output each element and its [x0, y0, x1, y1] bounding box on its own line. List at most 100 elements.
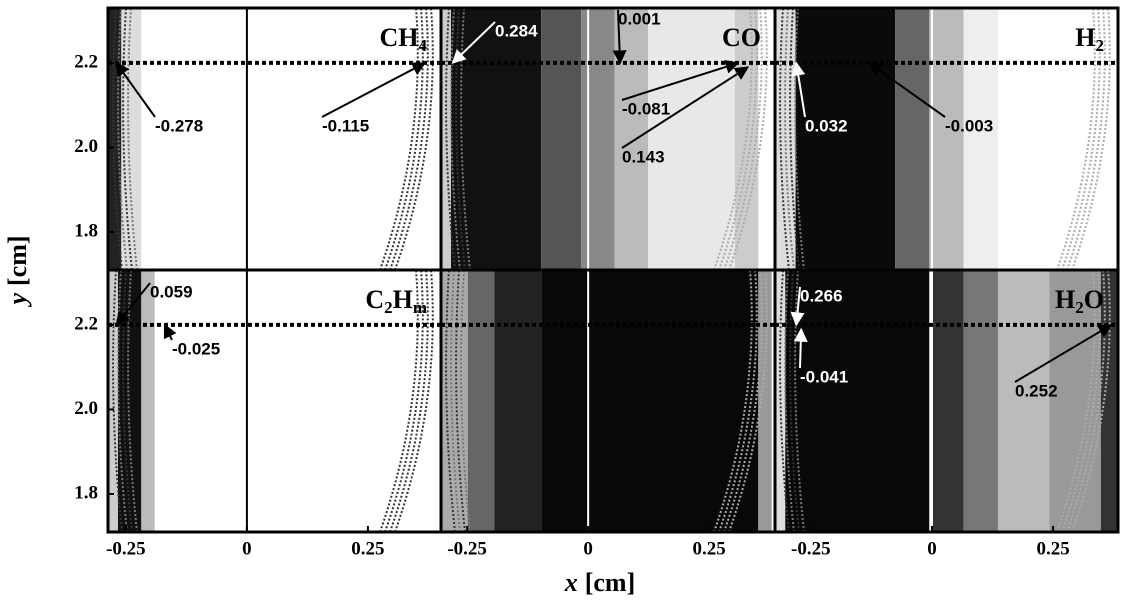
- contour-line: [779, 8, 790, 270]
- contour-line: [384, 270, 424, 532]
- y-tick-label: 2.0: [74, 136, 98, 157]
- contour-line: [445, 270, 456, 532]
- contour-line: [450, 270, 461, 532]
- title-subscript: 2: [1096, 36, 1105, 55]
- contour-line: [718, 270, 758, 532]
- contour-line: [784, 270, 795, 532]
- contour-line: [460, 8, 471, 270]
- contour-line: [394, 270, 434, 532]
- annotation-label: 0.252: [1015, 381, 1058, 400]
- contour-line: [784, 8, 795, 270]
- annotation-label: -0.041: [800, 367, 848, 386]
- y-axis-unit: [cm]: [3, 235, 32, 286]
- contour-band: [758, 270, 772, 532]
- contour-line: [728, 270, 768, 532]
- annotation-label: 0.001: [618, 9, 661, 28]
- annotation-label: 0.266: [800, 286, 843, 305]
- contour-line: [379, 8, 419, 270]
- panel-border: [773, 268, 1120, 534]
- contour-line: [127, 8, 138, 270]
- contour-line: [112, 270, 123, 532]
- contour-band: [581, 8, 615, 270]
- contour-line: [394, 8, 434, 270]
- x-tick-label: -0.25: [447, 538, 487, 559]
- annotation-label: 0.059: [150, 282, 193, 301]
- contour-band: [451, 8, 542, 270]
- title-text: O: [1084, 285, 1104, 314]
- panel-title: CO: [722, 23, 761, 52]
- contour-band: [929, 8, 964, 270]
- annotation-arrow: [790, 286, 805, 327]
- panel-body: [441, 270, 775, 532]
- contour-line: [723, 8, 763, 270]
- contour-band: [441, 270, 468, 532]
- panels: CH4-0.278 -0.1151.82.02.2CO0.2840.001-0.0…: [74, 6, 1120, 559]
- x-tick-label: 0.25: [351, 538, 384, 559]
- contour-line: [779, 270, 790, 532]
- contour-line: [794, 270, 805, 532]
- contour-line: [728, 8, 768, 270]
- title-text: H: [1075, 23, 1095, 52]
- annotation-arrow: [451, 21, 496, 64]
- x-tick-label: 0.25: [693, 538, 726, 559]
- contour-line: [460, 270, 471, 532]
- panel: CH4 -0.278 -0.115 1.8 2.0 2.2: [74, 6, 443, 272]
- contour-line: [112, 8, 123, 270]
- contour-band: [108, 8, 122, 270]
- contour-band: [108, 270, 118, 532]
- contour-line: [117, 8, 128, 270]
- panel-title: CH4: [380, 23, 428, 55]
- x-tick-label: 0.25: [1036, 538, 1069, 559]
- y-tick-label: 2.0: [74, 398, 98, 419]
- contour-line: [713, 270, 753, 532]
- contour-band: [141, 270, 155, 532]
- title-text: CH: [380, 23, 419, 52]
- contour-line: [723, 270, 763, 532]
- title-text: H: [393, 285, 413, 314]
- panel: H2 0.032 -0.003: [773, 6, 1120, 272]
- contour-line: [1066, 8, 1106, 270]
- annotation-arrow: [621, 66, 750, 149]
- x-tick-label: 0: [927, 538, 937, 559]
- annotation-label: -0.025: [172, 339, 220, 358]
- panel: CO 0.284 0.001 -0.081 0.143: [439, 6, 777, 272]
- contour-band: [932, 270, 964, 532]
- annotation-arrow: [791, 61, 806, 118]
- contour-band: [648, 8, 735, 270]
- contour-band: [467, 270, 495, 532]
- title-text: C: [365, 285, 384, 314]
- panel: C2Hm 0.059 -0.025 -0.25 0 0.25 1.8 2.0 2.2: [74, 268, 443, 559]
- contour-line: [122, 8, 133, 270]
- x-axis-var: x: [564, 568, 578, 597]
- title-text: CO: [722, 23, 761, 52]
- annotation-arrow: [612, 9, 627, 65]
- y-tick-label: 2.2: [74, 51, 98, 72]
- contour-line: [389, 8, 429, 270]
- contour-band: [775, 8, 796, 270]
- annotation-label: -0.003: [945, 116, 993, 135]
- panel-title: H2: [1075, 23, 1104, 55]
- y-tick-label: 1.8: [74, 220, 98, 241]
- annotation-arrow: [867, 62, 946, 118]
- contour-line: [117, 270, 128, 532]
- x-tick-label: -0.25: [106, 538, 146, 559]
- y-axis-label: y [cm]: [3, 235, 32, 307]
- x-tick-label: 0: [242, 538, 252, 559]
- contour-band: [121, 8, 142, 270]
- panel: -0.25 0 0.25: [439, 268, 777, 559]
- x-axis-unit: [cm]: [585, 568, 636, 597]
- y-tick-label: 1.8: [74, 482, 98, 503]
- y-tick-label: 2.2: [74, 313, 98, 334]
- panel-bg: [108, 270, 441, 532]
- contour-line: [1066, 270, 1106, 532]
- contour-line: [1071, 270, 1111, 532]
- x-tick-label: -0.25: [791, 538, 831, 559]
- panel-body: [775, 8, 1118, 270]
- contour-line: [127, 270, 138, 532]
- annotation-arrow: [1014, 324, 1113, 383]
- title-subscript: 2: [1075, 298, 1084, 317]
- panel-bg: [108, 8, 441, 270]
- panel-body: [108, 270, 441, 532]
- contour-line: [1061, 8, 1101, 270]
- annotation-arrow: [621, 60, 740, 101]
